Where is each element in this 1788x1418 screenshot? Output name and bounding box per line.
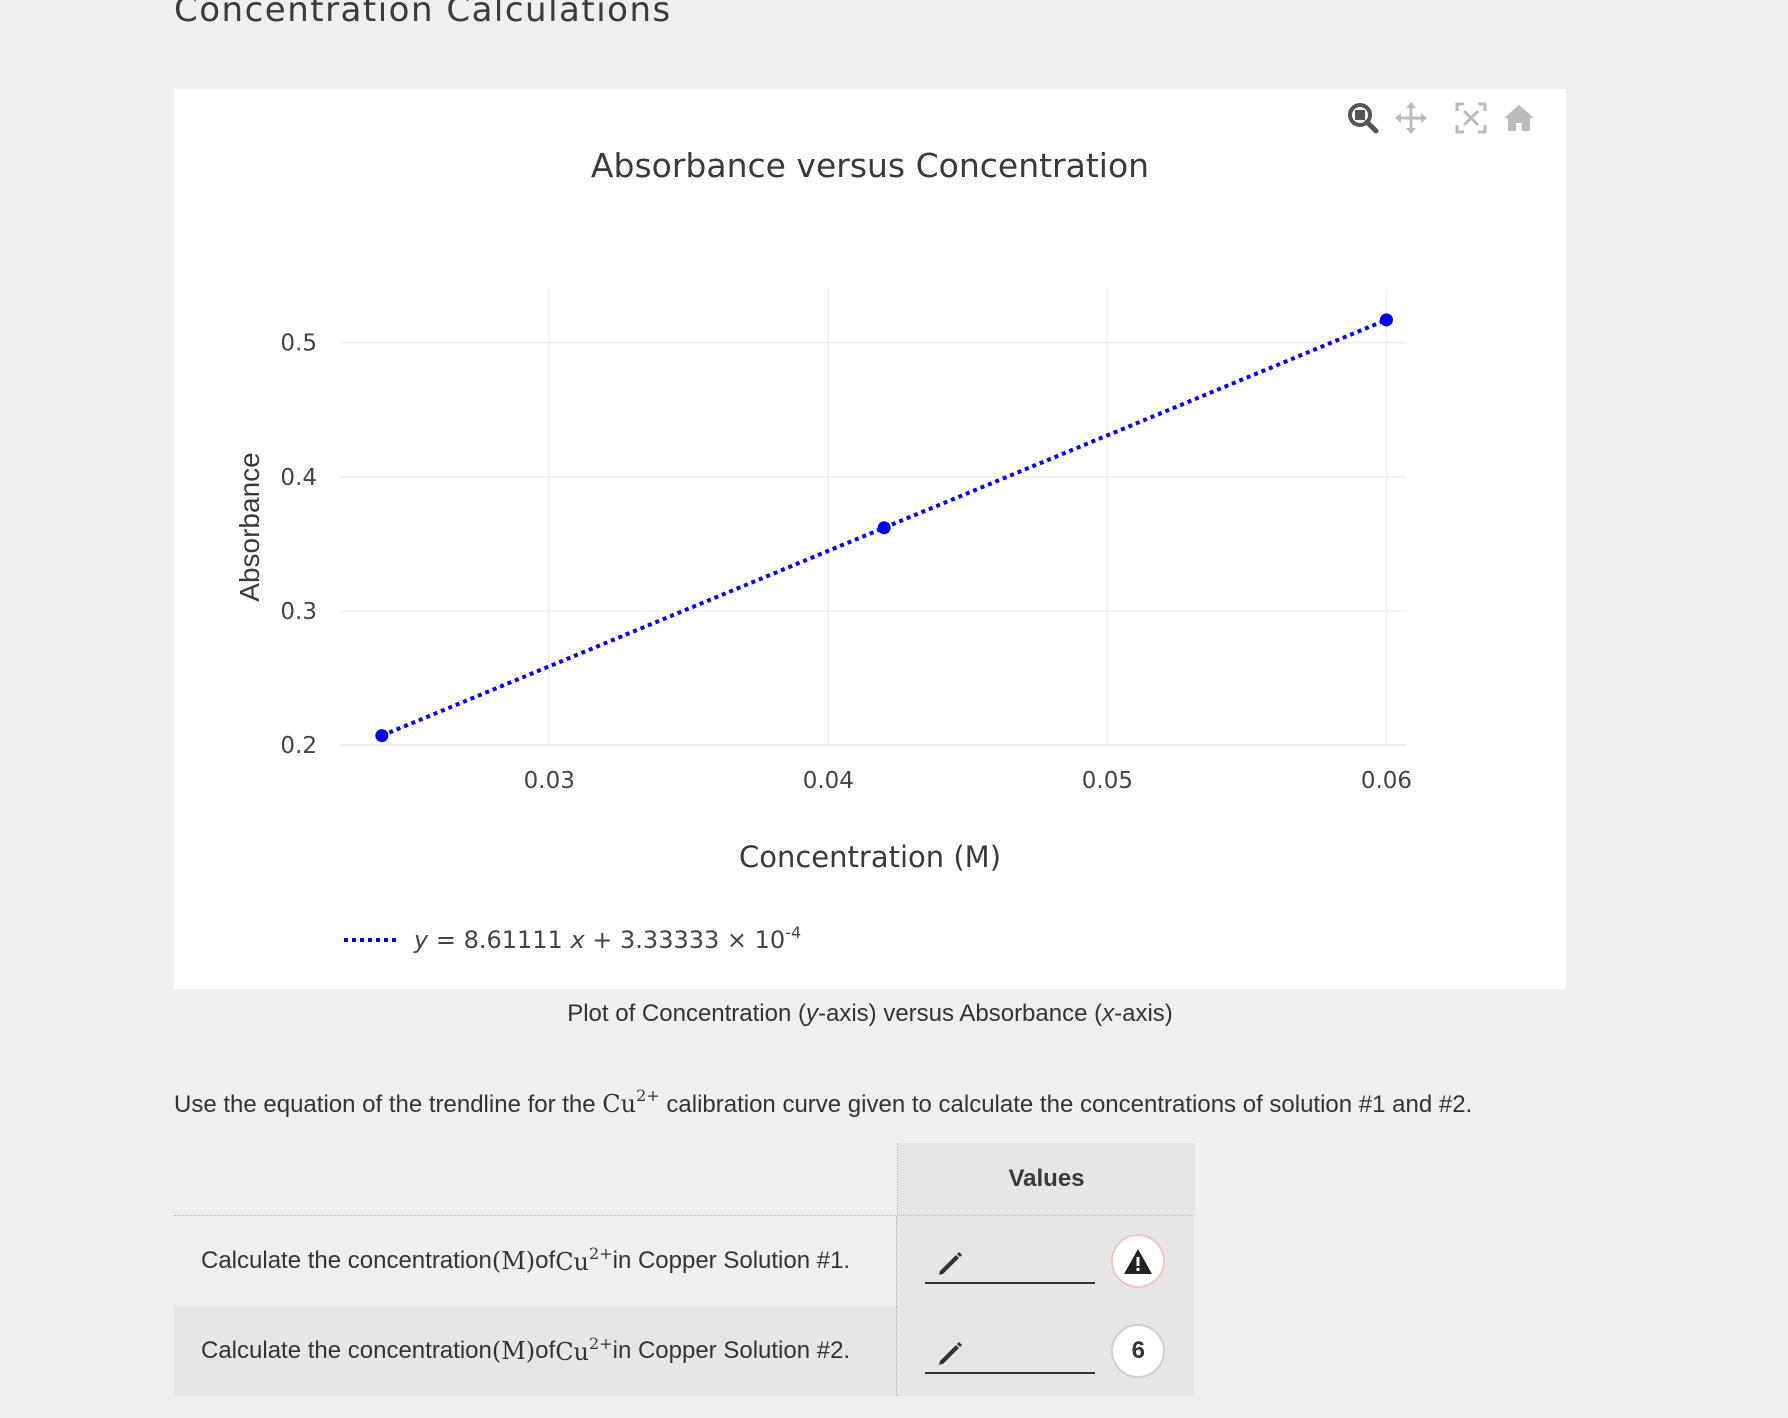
trendline: [381, 317, 1388, 738]
header-divider: [174, 1215, 1194, 1216]
x-tick-label: 0.03: [524, 768, 575, 794]
value-cell: 6: [896, 1306, 1194, 1396]
y-tick-label: 0.2: [280, 733, 317, 759]
pencil-icon: [939, 1252, 963, 1275]
question-text: Calculate the concentration (M) of Cu2+ …: [201, 1244, 851, 1276]
reset-axes-icon[interactable]: [1500, 99, 1538, 137]
table-row: Calculate the concentration (M) of Cu2+ …: [174, 1216, 1194, 1306]
zoom-icon[interactable]: [1344, 99, 1382, 137]
chart-title: Absorbance versus Concentration: [591, 146, 1149, 185]
plot-panel: 0.03 0.04 0.05 0.06 0.2 0.3 0.4 0.5 Absorbance v…: [174, 89, 1566, 989]
question-table: Values Calculate the concentration (M) o…: [174, 1143, 1195, 1396]
legend-equation: y = 8.61111 x + 3.33333 × 10-4: [413, 923, 801, 954]
table-header: Values: [174, 1143, 1195, 1216]
autoscale-icon[interactable]: [1452, 99, 1490, 137]
value-cell: [896, 1216, 1194, 1306]
table-row: Calculate the concentration (M) of Cu2+ …: [174, 1306, 1194, 1396]
cu-ion-formula: Cu2+: [602, 1086, 660, 1118]
question-text: Calculate the concentration (M) of Cu2+ …: [201, 1334, 851, 1366]
cu-ion-formula: Cu2+: [555, 1334, 613, 1366]
y-tick-label: 0.3: [280, 599, 317, 625]
warning-icon: [1124, 1248, 1153, 1274]
values-column-header: Values: [897, 1143, 1195, 1215]
y-axis-label: Absorbance: [234, 452, 265, 601]
plot-modebar: [1344, 99, 1538, 137]
y-tick-label: 0.5: [280, 331, 317, 357]
attempts-remaining-badge[interactable]: 6: [1111, 1324, 1166, 1378]
data-point: [375, 729, 389, 743]
x-tick-label: 0.05: [1082, 768, 1133, 794]
page-title: Concentration Calculations: [174, 0, 672, 30]
y-tick-label: 0.4: [280, 465, 317, 491]
instruction-text: Use the equation of the trendline for th…: [174, 1086, 1473, 1118]
data-point: [1379, 313, 1393, 327]
cu-ion-formula: Cu2+: [555, 1244, 613, 1276]
plot-caption: Plot of Concentration (y-axis) versus Ab…: [567, 1000, 1173, 1027]
warning-status-badge[interactable]: [1111, 1234, 1166, 1288]
x-tick-label: 0.04: [803, 768, 854, 794]
absorbance-chart: 0.03 0.04 0.05 0.06 0.2 0.3 0.4 0.5 Absorbance v…: [234, 146, 1412, 954]
pan-icon[interactable]: [1392, 99, 1430, 137]
data-point: [877, 521, 891, 535]
x-tick-label: 0.06: [1361, 768, 1412, 794]
x-axis-label: Concentration (M): [739, 840, 1001, 874]
pencil-icon: [939, 1342, 963, 1365]
